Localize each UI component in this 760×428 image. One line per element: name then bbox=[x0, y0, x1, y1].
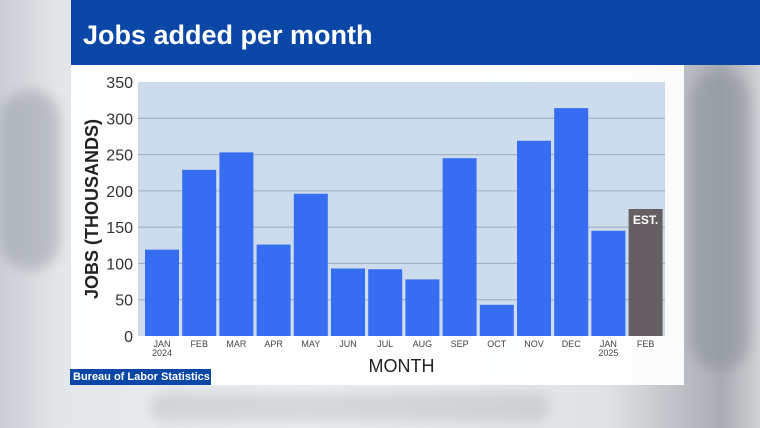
bar bbox=[256, 244, 291, 336]
x-tick-label: APR bbox=[264, 339, 283, 349]
title-banner: Jobs added per month bbox=[71, 0, 760, 65]
chart-title: Jobs added per month bbox=[83, 20, 373, 50]
y-tick-label: 100 bbox=[106, 256, 133, 273]
y-tick-label: 50 bbox=[115, 293, 133, 310]
x-axis-label: MONTH bbox=[369, 356, 435, 376]
y-tick-label: 350 bbox=[106, 75, 133, 92]
x-tick-label: NOV bbox=[524, 339, 544, 349]
bar bbox=[405, 279, 440, 336]
bar bbox=[219, 152, 254, 336]
y-tick-label: 0 bbox=[124, 329, 133, 346]
x-tick-label: JUL bbox=[377, 339, 393, 349]
y-tick-label: 150 bbox=[106, 220, 133, 237]
x-tick-label: FEB bbox=[637, 339, 655, 349]
bar bbox=[368, 269, 403, 336]
bar bbox=[442, 158, 477, 336]
bar bbox=[554, 108, 589, 336]
x-tick-label: AUG bbox=[413, 339, 433, 349]
source-label: Bureau of Labor Statistics bbox=[70, 369, 211, 385]
x-tick-label: 2025 bbox=[598, 348, 618, 358]
bar bbox=[479, 304, 514, 336]
bar bbox=[517, 140, 551, 336]
x-tick-label: JAN bbox=[600, 339, 617, 349]
estimate-bar bbox=[628, 209, 663, 336]
x-tick-label: DEC bbox=[562, 339, 582, 349]
bar bbox=[293, 193, 328, 336]
x-tick-label: JUN bbox=[339, 339, 357, 349]
x-tick-label: FEB bbox=[190, 339, 208, 349]
x-tick-label: OCT bbox=[487, 339, 507, 349]
bar bbox=[331, 268, 365, 336]
bar bbox=[591, 230, 626, 336]
y-tick-label: 200 bbox=[106, 184, 133, 201]
y-axis-label: JOBS (THOUSANDS) bbox=[82, 119, 102, 299]
bar bbox=[145, 249, 179, 336]
y-tick-label: 250 bbox=[106, 148, 133, 165]
bar bbox=[182, 169, 217, 336]
y-tick-label: 300 bbox=[106, 111, 133, 128]
x-tick-label: MAR bbox=[226, 339, 247, 349]
x-tick-label: 2024 bbox=[152, 348, 172, 358]
x-tick-label: JAN bbox=[153, 339, 170, 349]
estimate-label: EST. bbox=[633, 213, 658, 227]
x-tick-label: SEP bbox=[451, 339, 469, 349]
x-tick-label: MAY bbox=[301, 339, 320, 349]
